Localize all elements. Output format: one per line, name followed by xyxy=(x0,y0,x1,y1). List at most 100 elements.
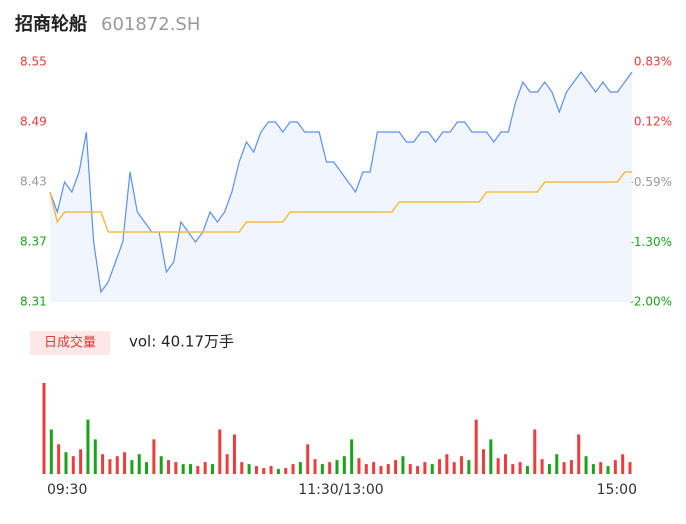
volume-label-box xyxy=(30,331,110,355)
volume-bar xyxy=(189,464,192,474)
volume-bar xyxy=(181,464,185,474)
volume-bar xyxy=(628,462,632,474)
volume-bar xyxy=(350,439,354,474)
volume-text: vol: 40.17万手 xyxy=(129,333,234,351)
volume-bar xyxy=(203,462,207,474)
volume-bar xyxy=(496,458,500,474)
volume-bar xyxy=(137,454,141,474)
x-tick-label: 09:30 xyxy=(47,482,87,498)
volume-bar xyxy=(452,462,456,474)
volume-bar xyxy=(569,460,573,474)
volume-bar xyxy=(240,462,244,474)
volume-bar xyxy=(232,434,236,474)
volume-bar xyxy=(342,456,346,474)
chart-title: 招商轮船 xyxy=(15,13,87,35)
volume-bar xyxy=(167,460,171,474)
volume-bar xyxy=(445,454,449,474)
volume-bar xyxy=(599,462,603,474)
y-tick-label: 8.31 xyxy=(20,295,47,309)
y-tick-label: 8.55 xyxy=(20,55,47,69)
y2-tick-label: -1.30% xyxy=(630,235,672,249)
volume-bar xyxy=(174,462,178,474)
volume-bar xyxy=(562,462,566,474)
volume-bar xyxy=(386,464,390,474)
volume-bar xyxy=(408,464,412,474)
volume-bar xyxy=(320,464,324,474)
volume-bar xyxy=(86,419,90,474)
volume-bar xyxy=(42,382,46,474)
y2-tick-label: 0.12% xyxy=(634,115,672,129)
volume-bar xyxy=(606,466,610,474)
volume-bar xyxy=(394,460,398,474)
volume-bar xyxy=(467,460,471,474)
volume-bar xyxy=(196,466,200,474)
y-tick-label: 8.49 xyxy=(20,115,47,129)
volume-bar xyxy=(430,464,434,474)
average-line xyxy=(49,171,632,233)
volume-bar xyxy=(269,466,273,474)
volume-bar xyxy=(533,429,537,474)
volume-bar xyxy=(474,419,478,474)
volume-bar xyxy=(115,456,119,474)
volume-bar xyxy=(93,439,97,474)
volume-bar xyxy=(328,462,332,474)
volume-bar xyxy=(547,464,551,474)
price-area xyxy=(50,72,632,302)
volume-bar xyxy=(218,429,222,474)
volume-bar xyxy=(152,439,156,474)
y-tick-label: 8.43 xyxy=(20,175,47,189)
volume-bar xyxy=(291,464,295,474)
volume-bar xyxy=(130,460,134,474)
volume-bar xyxy=(145,462,149,474)
volume-bar xyxy=(401,456,405,474)
volume-bar xyxy=(577,434,581,474)
volume-bar xyxy=(357,458,361,474)
y-tick-label: 8.37 xyxy=(20,235,47,249)
volume-bar xyxy=(555,454,559,474)
volume-bar xyxy=(123,452,127,474)
volume-bar xyxy=(262,468,266,474)
volume-bar xyxy=(254,466,258,474)
volume-bar xyxy=(511,464,515,474)
volume-bar xyxy=(71,456,75,474)
volume-bar xyxy=(313,459,317,474)
volume-bar xyxy=(584,456,588,474)
volume-bar xyxy=(159,456,163,474)
volume-bar xyxy=(306,444,310,474)
x-tick-label: 15:00 xyxy=(597,482,637,498)
volume-bar xyxy=(108,459,112,474)
y2-tick-label: -0.59% xyxy=(630,175,672,189)
volume-bar xyxy=(503,454,507,474)
price-line xyxy=(49,70,633,294)
volume-bar xyxy=(57,444,61,474)
y2-tick-label: 0.83% xyxy=(634,55,672,69)
volume-bar xyxy=(460,456,464,474)
volume-bar xyxy=(79,449,83,474)
volume-bar xyxy=(335,460,339,474)
volume-bar xyxy=(540,459,544,474)
volume-bar xyxy=(284,468,288,474)
y2-tick-label: -2.00% xyxy=(630,295,672,309)
volume-bar xyxy=(416,466,420,474)
volume-bar xyxy=(298,462,302,474)
volume-bar xyxy=(621,454,625,474)
volume-bar xyxy=(64,452,68,474)
volume-bar xyxy=(210,464,214,474)
volume-bar xyxy=(438,459,442,474)
volume-bar xyxy=(525,466,529,474)
volume-bar xyxy=(379,466,383,474)
volume-bar xyxy=(489,439,493,474)
volume-bar xyxy=(49,429,53,474)
volume-bar xyxy=(482,449,485,474)
volume-bar xyxy=(101,454,105,474)
volume-bar xyxy=(364,464,368,474)
volume-bar xyxy=(372,462,376,474)
volume-bar xyxy=(276,469,280,474)
volume-bar xyxy=(423,462,427,474)
volume-bar xyxy=(591,464,595,474)
volume-bar xyxy=(225,454,229,474)
x-tick-label: 11:30/13:00 xyxy=(298,482,383,498)
volume-bar xyxy=(518,462,522,474)
chart-subtitle: 601872.SH xyxy=(101,14,200,35)
